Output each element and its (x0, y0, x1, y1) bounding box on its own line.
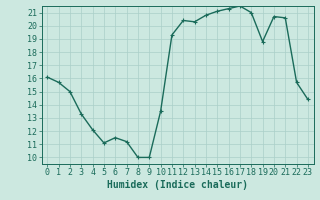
X-axis label: Humidex (Indice chaleur): Humidex (Indice chaleur) (107, 180, 248, 190)
